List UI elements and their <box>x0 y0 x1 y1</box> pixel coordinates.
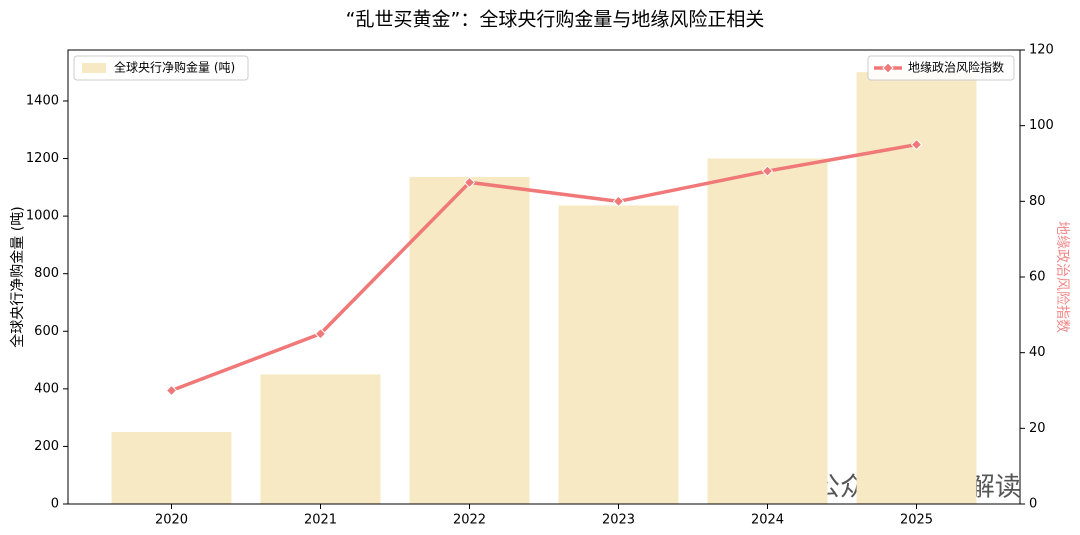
legend: 地缘政治风险指数 <box>867 55 1015 81</box>
y-tick-label: 1400 <box>26 93 59 108</box>
legend-box <box>867 55 1015 81</box>
bar <box>707 158 828 504</box>
legend-swatch <box>82 63 106 73</box>
y-axis-label: 全球央行净购金量 (吨) <box>9 206 26 347</box>
line <box>170 142 917 393</box>
y-tick-label: 400 <box>34 381 59 396</box>
bar <box>409 176 530 504</box>
x-tick-label: 2023 <box>602 513 635 528</box>
x-tick-label: 2024 <box>751 513 784 528</box>
y2-tick-label: 120 <box>1029 43 1054 58</box>
bar <box>856 72 977 504</box>
y2-axis-label: 地缘政治风险指数 <box>1054 221 1070 333</box>
y2-tick-label: 100 <box>1029 118 1054 133</box>
chart-title: “乱世买黄金”：全球央行购金量与地缘风险正相关 <box>346 9 765 31</box>
line-marker <box>165 384 178 397</box>
y-tick-label: 600 <box>34 324 59 339</box>
bar <box>260 374 381 504</box>
legend-label: 地缘政治风险指数 <box>908 60 1004 75</box>
y2-tick-label: 60 <box>1029 270 1046 285</box>
y-tick-label: 0 <box>51 497 59 512</box>
legend: 全球央行净购金量 (吨) <box>73 55 249 81</box>
y-tick-label: 800 <box>34 266 59 281</box>
x-tick-label: 2021 <box>304 513 337 528</box>
line-marker <box>910 138 923 151</box>
legend-marker <box>882 62 894 74</box>
line-marker <box>761 165 774 177</box>
y2-tick-label: 40 <box>1029 345 1046 360</box>
y-tick-label: 200 <box>34 439 59 454</box>
y-tick-label: 1200 <box>26 151 59 166</box>
legend-box <box>73 55 249 81</box>
legend-label: 全球央行净购金量 (吨) <box>114 60 235 75</box>
line-marker <box>314 328 327 340</box>
x-tick-label: 2022 <box>453 513 486 528</box>
y2-tick-label: 0 <box>1029 497 1037 512</box>
line-marker <box>612 195 625 208</box>
y-tick-label: 1000 <box>26 209 59 224</box>
y2-tick-label: 80 <box>1029 194 1046 209</box>
y2-tick-label: 20 <box>1029 421 1046 436</box>
x-tick-label: 2025 <box>900 513 933 528</box>
x-tick-label: 2020 <box>155 513 188 528</box>
bar <box>558 205 679 505</box>
line-marker <box>463 176 476 189</box>
bar <box>111 432 232 504</box>
